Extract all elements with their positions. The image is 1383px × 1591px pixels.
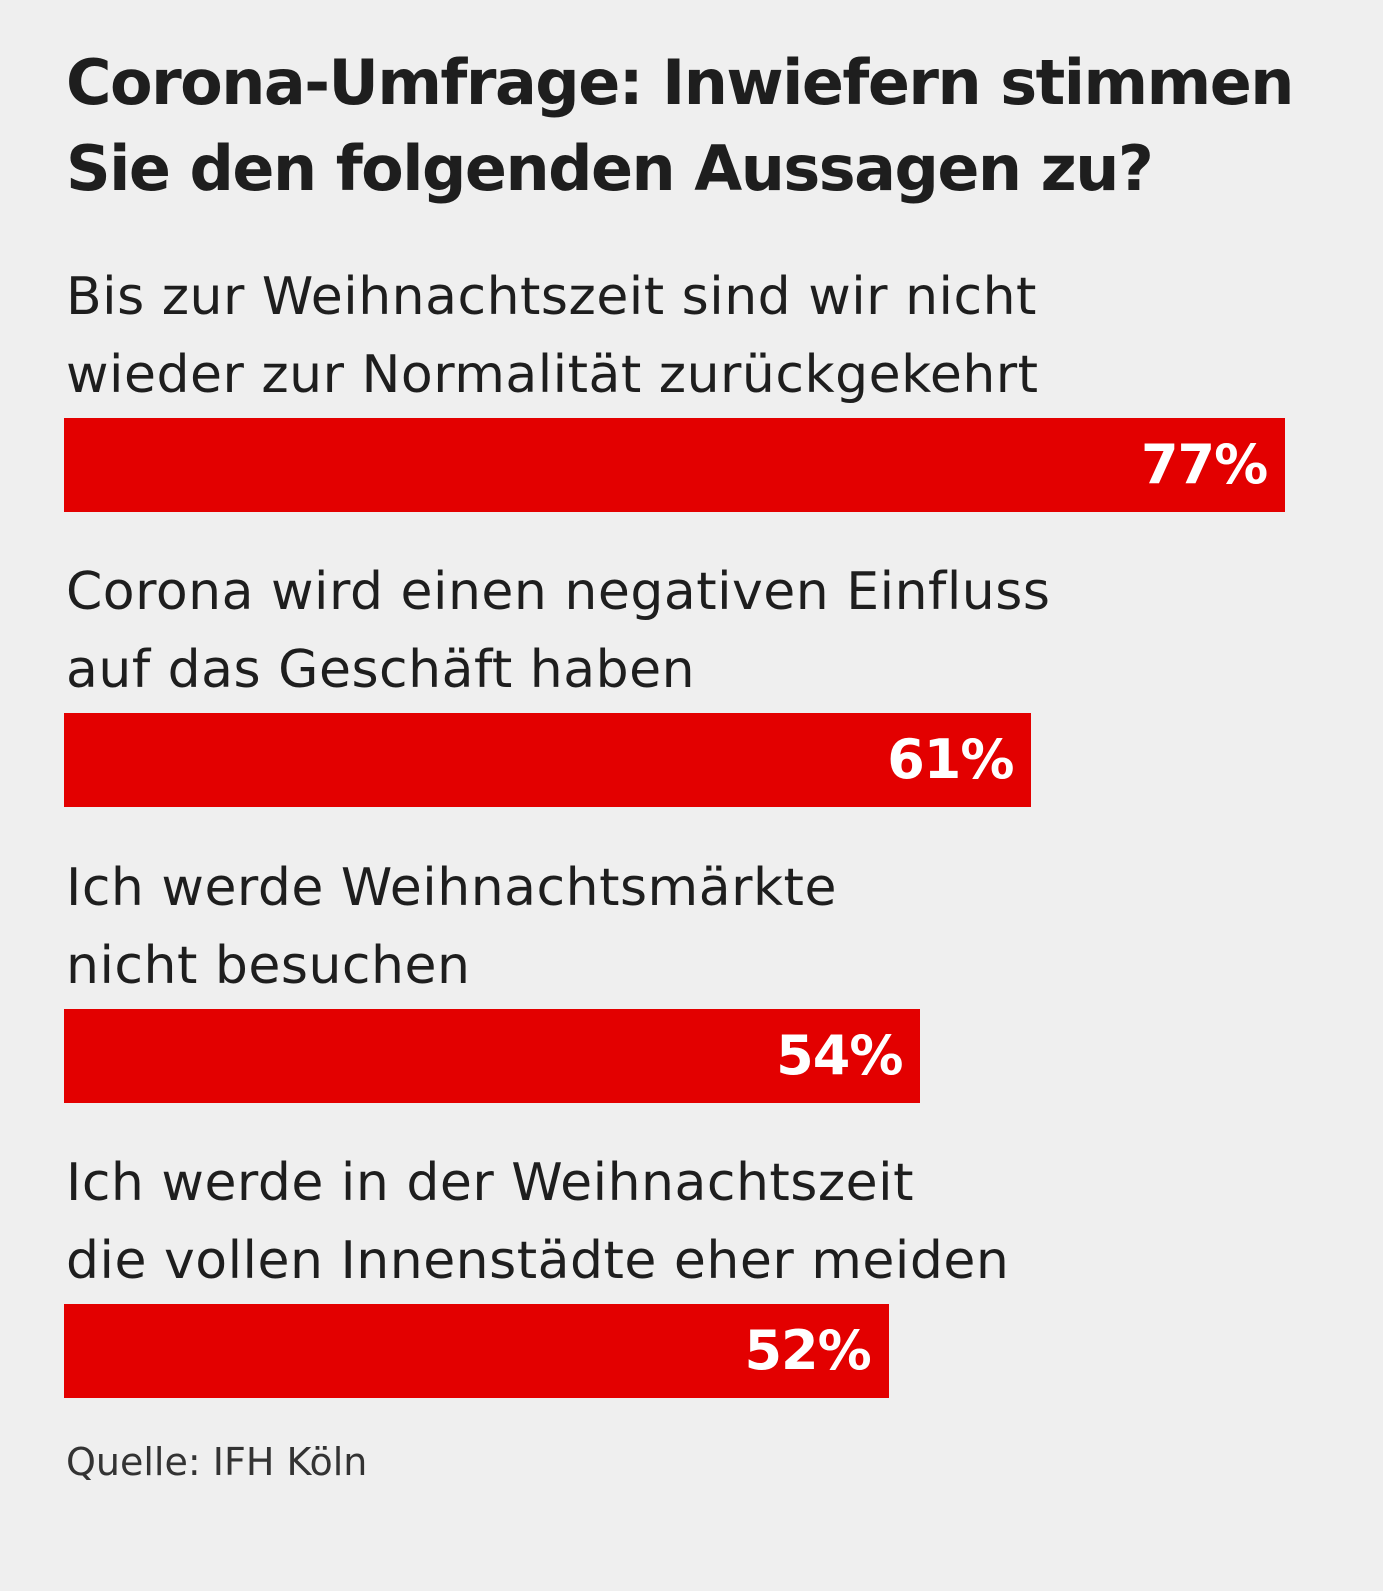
category-label-line: Ich werde Weihnachtsmärkte <box>66 858 837 918</box>
category-label-line: auf das Geschäft haben <box>66 640 696 700</box>
category-label: Bis zur Weihnachtszeit sind wir nicht wie… <box>66 258 1366 414</box>
category-label: Corona wird einen negativen Einfluss auf … <box>66 553 1366 709</box>
category-label-line: wieder zur Normalität zurückgekehrt <box>66 345 1039 405</box>
category-label-line: Bis zur Weihnachtszeit sind wir nicht <box>66 267 1037 327</box>
bar-group: Corona wird einen negativen Einfluss auf … <box>64 553 1366 807</box>
category-label-line: nicht besuchen <box>66 936 471 996</box>
category-label-line: die vollen Innenstädte eher meiden <box>66 1231 1010 1291</box>
bar: 61% <box>64 713 1032 807</box>
chart-title: Corona-Umfrage: Inwiefern stimmen Sie de… <box>66 40 1346 212</box>
data-label: 61% <box>887 728 1014 791</box>
bar: 54% <box>64 1009 921 1103</box>
bar: 52% <box>64 1304 889 1398</box>
title-line-2: Sie den folgenden Aussagen zu? <box>66 132 1154 205</box>
bar-group: Ich werde Weihnachtsmärkte nicht besuchen… <box>64 849 1366 1103</box>
category-label-line: Corona wird einen negativen Einfluss <box>66 562 1051 622</box>
bar-group: Ich werde in der Weihnachtszeit die volle… <box>64 1144 1366 1398</box>
data-label: 52% <box>744 1319 871 1382</box>
bar-group: Bis zur Weihnachtszeit sind wir nicht wie… <box>64 258 1366 512</box>
data-label: 77% <box>1140 433 1268 496</box>
data-label: 54% <box>776 1024 903 1087</box>
source-note: Quelle: IFH Köln <box>66 1440 368 1484</box>
title-line-1: Corona-Umfrage: Inwiefern stimmen <box>66 46 1294 119</box>
bar: 77% <box>64 418 1286 512</box>
category-label: Ich werde in der Weihnachtszeit die volle… <box>66 1144 1366 1300</box>
category-label: Ich werde Weihnachtsmärkte nicht besuchen <box>66 849 1366 1005</box>
category-label-line: Ich werde in der Weihnachtszeit <box>66 1153 915 1213</box>
